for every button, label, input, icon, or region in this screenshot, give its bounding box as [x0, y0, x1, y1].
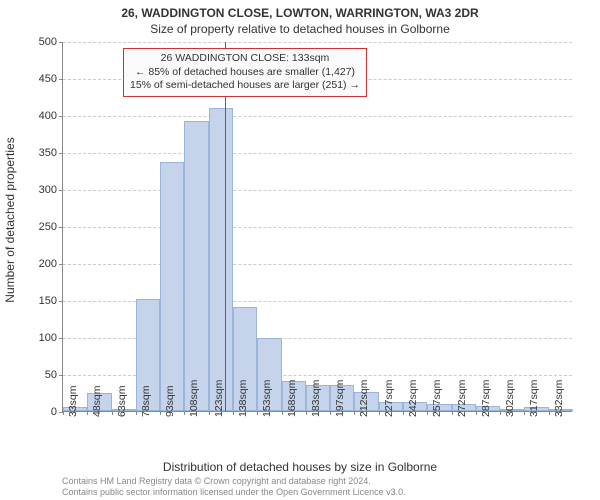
x-tick-label: 48sqm — [91, 385, 103, 417]
histogram-bar — [184, 121, 208, 411]
grid-line — [63, 42, 572, 43]
chart-footer: Contains HM Land Registry data © Crown c… — [62, 476, 580, 498]
x-tick-label: 78sqm — [140, 385, 152, 417]
x-tick-mark — [112, 411, 113, 415]
x-tick-mark — [500, 411, 501, 415]
x-tick-mark — [306, 411, 307, 415]
x-tick-mark — [524, 411, 525, 415]
x-tick-label: 272sqm — [456, 380, 468, 417]
footer-licence: Contains public sector information licen… — [62, 487, 580, 498]
x-tick-label: 257sqm — [431, 380, 443, 417]
x-tick-label: 183sqm — [310, 380, 322, 417]
x-tick-mark — [354, 411, 355, 415]
x-tick-mark — [379, 411, 380, 415]
y-tick-label: 0 — [51, 406, 63, 418]
histogram-bar — [160, 162, 184, 411]
y-tick-label: 400 — [39, 110, 63, 122]
x-tick-label: 138sqm — [237, 380, 249, 417]
subject-property-marker — [225, 42, 226, 411]
callout-line: 15% of semi-detached houses are larger (… — [130, 79, 360, 93]
x-tick-label: 168sqm — [286, 380, 298, 417]
y-tick-label: 150 — [39, 295, 63, 307]
chart-title-address: 26, WADDINGTON CLOSE, LOWTON, WARRINGTON… — [0, 6, 600, 20]
grid-line — [63, 190, 572, 191]
grid-line — [63, 264, 572, 265]
subject-property-callout: 26 WADDINGTON CLOSE: 133sqm← 85% of deta… — [123, 48, 367, 97]
x-tick-label: 123sqm — [213, 380, 225, 417]
y-tick-label: 100 — [39, 332, 63, 344]
x-tick-label: 227sqm — [383, 380, 395, 417]
x-tick-mark — [209, 411, 210, 415]
y-tick-label: 450 — [39, 73, 63, 85]
x-tick-label: 212sqm — [358, 380, 370, 417]
x-tick-mark — [427, 411, 428, 415]
x-tick-mark — [257, 411, 258, 415]
x-tick-label: 287sqm — [480, 380, 492, 417]
x-tick-mark — [184, 411, 185, 415]
y-tick-label: 50 — [45, 369, 63, 381]
y-tick-label: 250 — [39, 221, 63, 233]
property-size-histogram: 26, WADDINGTON CLOSE, LOWTON, WARRINGTON… — [0, 0, 600, 500]
x-tick-label: 197sqm — [334, 380, 346, 417]
chart-subtitle: Size of property relative to detached ho… — [0, 22, 600, 36]
footer-copyright: Contains HM Land Registry data © Crown c… — [62, 476, 580, 487]
x-tick-label: 93sqm — [164, 385, 176, 417]
x-tick-mark — [476, 411, 477, 415]
x-tick-mark — [63, 411, 64, 415]
y-axis-label: Number of detached properties — [3, 137, 17, 302]
x-tick-mark — [549, 411, 550, 415]
y-tick-label: 500 — [39, 36, 63, 48]
x-tick-label: 108sqm — [188, 380, 200, 417]
grid-line — [63, 116, 572, 117]
x-tick-mark — [136, 411, 137, 415]
x-tick-mark — [330, 411, 331, 415]
callout-line: ← 85% of detached houses are smaller (1,… — [130, 66, 360, 80]
callout-line: 26 WADDINGTON CLOSE: 133sqm — [130, 52, 360, 66]
y-tick-label: 300 — [39, 184, 63, 196]
x-tick-mark — [452, 411, 453, 415]
y-tick-label: 350 — [39, 147, 63, 159]
x-tick-label: 317sqm — [528, 380, 540, 417]
x-tick-mark — [160, 411, 161, 415]
grid-line — [63, 153, 572, 154]
x-tick-mark — [282, 411, 283, 415]
x-tick-label: 302sqm — [504, 380, 516, 417]
x-tick-label: 242sqm — [407, 380, 419, 417]
x-tick-mark — [87, 411, 88, 415]
x-axis-label: Distribution of detached houses by size … — [0, 460, 600, 474]
grid-line — [63, 227, 572, 228]
x-tick-label: 33sqm — [67, 385, 79, 417]
x-tick-label: 63sqm — [116, 385, 128, 417]
x-tick-mark — [403, 411, 404, 415]
histogram-bar — [209, 108, 233, 411]
x-tick-mark — [233, 411, 234, 415]
plot-area: 05010015020025030035040045050033sqm48sqm… — [62, 42, 572, 412]
x-tick-label: 332sqm — [553, 380, 565, 417]
x-tick-label: 153sqm — [261, 380, 273, 417]
y-tick-label: 200 — [39, 258, 63, 270]
